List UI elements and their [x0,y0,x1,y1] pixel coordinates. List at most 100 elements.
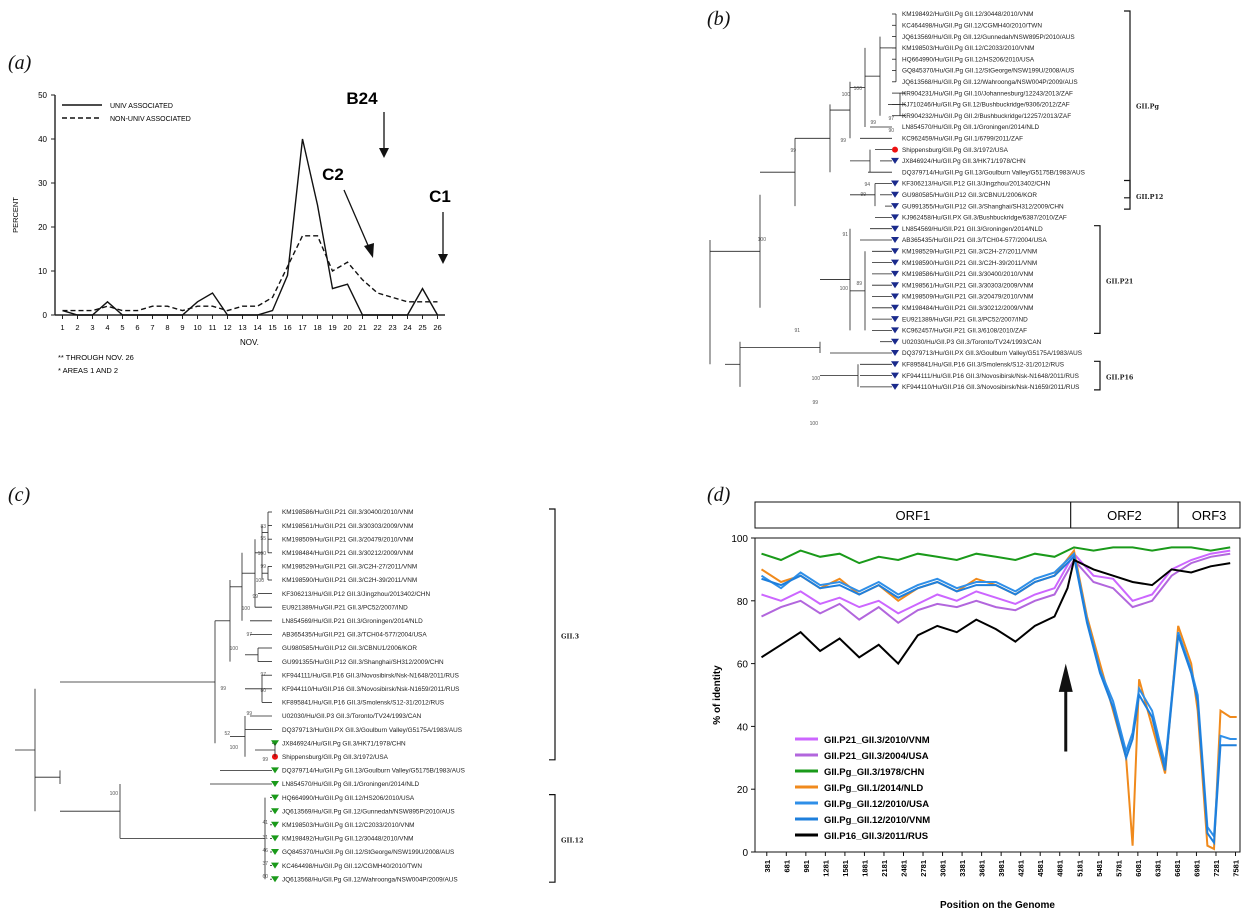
y-tick-label: 10 [38,267,47,276]
tree-leaf-label: KR904231/Hu/GII.Pg GII.10/Johannesburg/1… [902,90,1073,97]
tree-leaf-label: KM198484/Hu/GII.P21 GII.3/30212/2009/VNM [282,550,413,557]
red-dot-marker [892,146,898,153]
clade-label: GII.P16 [1106,374,1134,382]
x-tick-label: 2181 [880,860,889,877]
y-tick-label: 0 [43,311,48,320]
tree-leaf-label: KM198509/Hu/GII.P21 GII.3/20479/2010/VNM [902,294,1033,301]
tree-leaf-label: GU980585/Hu/GII.P12 GII.3/CBNU1/2006/KOR [902,192,1037,199]
tree-leaf-label: KF306213/Hu/GII.P12 GII.3/Jingzhou/20134… [282,591,431,598]
triangle-marker [271,849,279,855]
x-axis-label: Position on the Genome [940,900,1055,911]
bootstrap-value: 91 [842,232,848,238]
tree-leaf-label: KM198586/Hu/GII.P21 GII.3/30400/2010/VNM [282,509,413,516]
orf-box [754,501,1072,529]
tree-leaf-label: GQ845370/Hu/GII.Pg GII.12/StGeorge/NSW19… [902,68,1074,75]
legend-label: GII.Pg_GII.3/1978/CHN [824,767,924,778]
annotation-arrowhead [1058,663,1073,692]
x-tick-label: 681 [782,860,791,873]
bootstrap-value: 31 [262,835,268,841]
bootstrap-value: 99 [860,192,866,198]
plot-frame [754,537,1241,853]
annotation-label: B24 [346,89,378,108]
tree-leaf-label: JQ613568/Hu/GII.Pg GII.12/Wahroonga/NSW0… [282,876,458,883]
x-tick-label: 23 [388,323,396,332]
x-tick-label: 16 [283,323,291,332]
panel-label-b: (b) [707,8,731,30]
clade-bracket [1094,225,1101,334]
y-tick-label: 60 [737,660,749,671]
clade-bracket [1124,179,1131,210]
x-tick-label: 5181 [1075,860,1084,877]
panel-b-phylogenetic-tree: KM198492/Hu/GII.Pg GII.12/30448/2010/VNM… [709,10,1163,427]
bootstrap-value: 99 [260,564,266,570]
series-line-1 [62,138,439,316]
triangle-marker [891,293,899,300]
bootstrap-value: 99 [870,120,876,126]
triangle-marker [891,270,899,277]
y-tick-label: 30 [38,179,47,188]
tree-leaf-label: KF944111/Hu/GII.P16 GII.3/Novosibirsk/Ns… [902,373,1079,380]
triangle-marker [891,361,899,368]
x-tick-label: 981 [802,860,811,873]
y-tick-label: 40 [38,135,47,144]
legend-label: NON-UNIV ASSOCIATED [110,116,191,123]
clade-bracket [1124,10,1131,199]
series-line-5 [760,551,1237,840]
annotation-label: C1 [429,187,451,206]
triangle-marker [891,214,899,221]
annotation-label: C2 [322,165,344,184]
tree-leaf-label: DQ379714/Hu/GII.Pg GII.13/Goulburn Valle… [282,768,465,775]
panel-label-a: (a) [8,52,32,74]
tree-leaf-label: JQ613568/Hu/GII.Pg GII.12/Wahroonga/NSW0… [902,79,1078,86]
tree-leaf-label: KM198503/Hu/GII.Pg GII.12/C2033/2010/VNM [902,45,1035,52]
bootstrap-value: 99 [790,148,796,154]
bootstrap-value: 60 [262,874,268,880]
x-tick-label: 14 [253,323,261,332]
tree-leaf-label: Shippensburg/GII.Pg GII.3/1972/USA [282,754,389,761]
x-tick-label: 8 [165,323,169,332]
tree-leaf-label: KC464498/Hu/GII.Pg GII.12/CGMH40/2010/TW… [282,863,422,870]
orf-label: ORF1 [896,508,931,523]
tree-leaf-label: JQ613569/Hu/GII.Pg GII.12/Gunnedah/NSW89… [282,808,455,815]
tree-leaf-label: KF944110/Hu/GII.P16 GII.3/Novosibirsk/Ns… [282,686,459,693]
bootstrap-value: 100 [810,421,819,427]
tree-leaf-label: GU991355/Hu/GII.P12 GII.3/Shanghai/SH312… [902,203,1064,210]
x-tick-label: 26 [433,323,441,332]
bootstrap-value: 100 [230,646,239,652]
footnote: ** THROUGH NOV. 26 [58,353,134,362]
x-tick-label: 7 [150,323,154,332]
panel-c-phylogenetic-tree: KM198586/Hu/GII.P21 GII.3/30400/2010/VNM… [15,508,584,883]
tree-leaf-label: HQ664990/Hu/GII.Pg GII.12/HS206/2010/USA [282,795,415,802]
triangle-marker [891,203,899,210]
tree-leaf-label: KM198484/Hu/GII.P21 GII.3/30212/2009/VNM [902,305,1033,312]
legend-label: GII.Pg_GII.12/2010/VNM [824,815,930,826]
x-tick-label: 6081 [1134,860,1143,877]
bootstrap-value: 99 [246,711,252,717]
bootstrap-value: 100 [854,86,863,92]
y-tick-label: 40 [737,722,749,733]
tree-leaf-label: KR904232/Hu/GII.Pg GII.2/Bushbuckridge/1… [902,113,1071,120]
x-axis-label: NOV. [240,338,259,347]
bootstrap-value: 99 [220,686,226,692]
tree-leaf-label: JX846924/Hu/GII.Pg GII.3/HK71/1978/CHN [282,740,406,747]
bootstrap-value: 100 [110,791,119,797]
x-tick-label: 17 [298,323,306,332]
bootstrap-value: 52 [224,731,230,737]
panel-label-c: (c) [8,484,31,506]
x-tick-label: 6 [135,323,139,332]
tree-leaf-label: LN854570/Hu/GII.Pg GII.1/Groningen/2014/… [282,781,420,788]
y-axis-label: PERCENT [11,197,20,233]
tree-leaf-label: KC464498/Hu/GII.Pg GII.12/CGMH40/2010/TW… [902,23,1042,30]
x-tick-label: 11 [209,323,217,332]
triangle-marker [891,327,899,334]
x-tick-label: 3981 [997,860,1006,877]
y-tick-label: 50 [38,91,47,100]
triangle-marker [891,372,899,379]
bootstrap-value: 100 [230,745,239,751]
tree-leaf-label: DQ379713/Hu/GII.PX GII.3/Goulburn Valley… [282,727,462,734]
x-tick-label: 5481 [1095,860,1104,877]
bootstrap-value: 97 [246,632,252,638]
tree-leaf-label: KF944110/Hu/GII.P16 GII.3/Novosibirsk/Ns… [902,384,1079,391]
x-tick-label: 4881 [1056,860,1065,877]
series-line-2 [62,235,438,312]
